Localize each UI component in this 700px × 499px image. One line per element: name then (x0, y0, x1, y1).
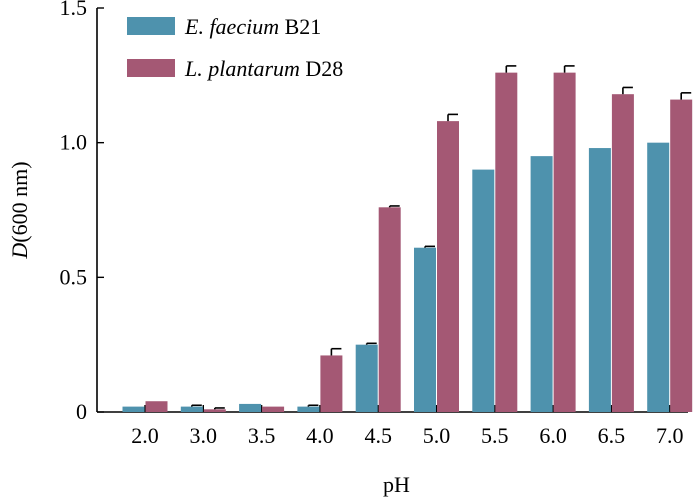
bar-series-2 (495, 72, 518, 412)
bar-series-1 (297, 406, 320, 412)
bar-series-2 (320, 355, 343, 412)
bar-series-2 (378, 207, 401, 412)
y-tick-label: 0.5 (60, 264, 88, 289)
y-tick-label: 0 (76, 399, 87, 424)
y-tick-label: 1.5 (60, 0, 88, 20)
bar-series-1 (414, 247, 436, 412)
legend: E. faecium B21 L. plantarum D28 (127, 14, 343, 81)
legend-label-series-2-strain: D28 (300, 56, 343, 81)
bar-series-2 (611, 94, 634, 412)
bar-series-2 (553, 72, 576, 412)
legend-swatch-series-2 (127, 59, 175, 77)
bars-layer (122, 65, 693, 413)
x-tick-label: 4.0 (306, 423, 334, 448)
x-tick-label: 7.0 (656, 423, 684, 448)
x-tick-label: 3.0 (190, 423, 218, 448)
bar-series-2 (203, 409, 226, 412)
legend-label-series-1-strain: B21 (279, 14, 321, 39)
bar-series-1 (472, 169, 495, 412)
bar-series-2 (262, 406, 285, 412)
bar-series-1 (180, 406, 203, 412)
x-tick-label: 6.5 (598, 423, 626, 448)
bar-series-2 (437, 121, 459, 413)
y-axis-title-unit: (600 nm) (7, 161, 32, 242)
bar-series-1 (647, 142, 670, 412)
x-tick-label: 3.5 (248, 423, 276, 448)
y-axis-title: D(600 nm) (7, 161, 32, 259)
x-tick-label: 5.0 (423, 423, 451, 448)
legend-label-series-2: L. plantarum D28 (184, 56, 343, 81)
ticks-layer: 0 0.5 1.0 1.5 2.0 3.0 3.5 4.0 4.5 5.0 5.5 6.0 6.5 7.0 (60, 0, 684, 448)
legend-label-series-2-species: L. plantarum (184, 56, 300, 81)
bar-series-2 (145, 401, 168, 412)
x-axis-title: pH (383, 472, 410, 497)
x-tick-label: 4.5 (364, 423, 392, 448)
x-tick-label: 6.0 (539, 423, 567, 448)
bar-series-2 (670, 99, 693, 412)
y-axis-title-symbol: D (7, 243, 32, 260)
legend-label-series-1-species: E. faecium (184, 14, 279, 39)
bar-series-1 (355, 344, 378, 412)
bar-series-1 (239, 403, 262, 412)
x-tick-label: 2.0 (131, 423, 159, 448)
y-tick-label: 1.0 (60, 130, 88, 155)
bar-series-1 (588, 148, 611, 412)
x-tick-label: 5.5 (481, 423, 509, 448)
legend-label-series-1: E. faecium B21 (184, 14, 321, 39)
bar-series-1 (530, 156, 553, 412)
bar-series-1 (122, 406, 145, 412)
legend-swatch-series-1 (127, 17, 175, 35)
